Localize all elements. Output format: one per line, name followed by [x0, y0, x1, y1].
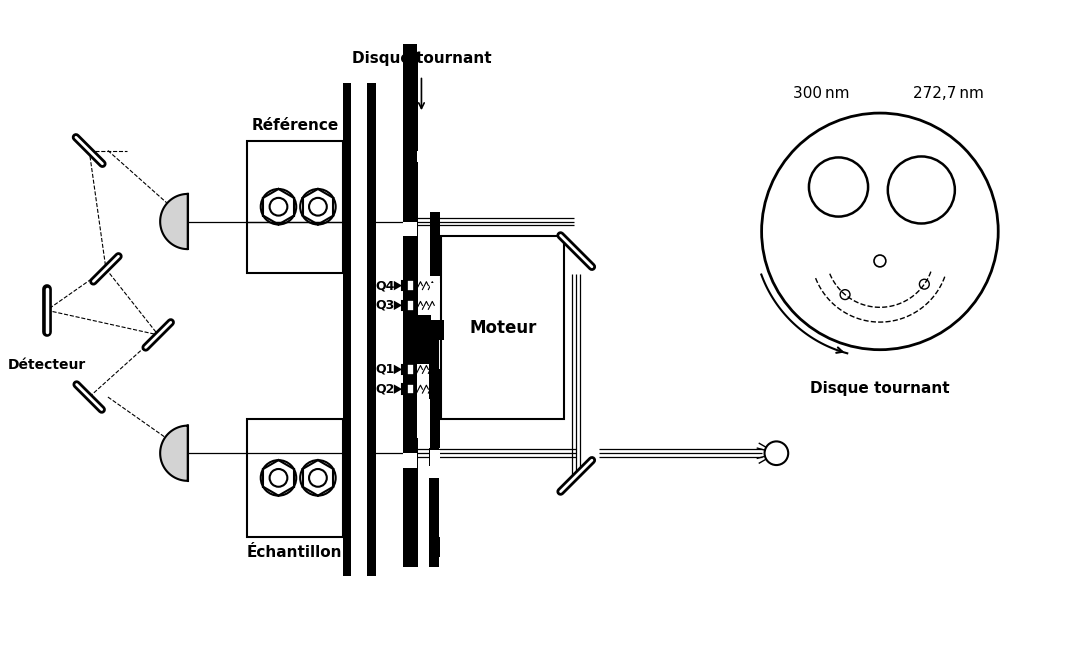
Circle shape [888, 156, 955, 223]
Bar [412, 315, 431, 365]
Polygon shape [393, 384, 402, 394]
Text: Détecteur: Détecteur [8, 357, 86, 372]
Bar [429, 320, 440, 399]
Bar [403, 221, 417, 237]
Text: 300 nm: 300 nm [792, 86, 849, 101]
Bar [430, 212, 441, 276]
Polygon shape [393, 281, 402, 290]
Bar [406, 300, 414, 311]
Text: Disque tournant: Disque tournant [352, 51, 491, 66]
Bar [406, 364, 414, 374]
Bar [405, 438, 417, 566]
Polygon shape [160, 426, 188, 481]
Bar [429, 294, 440, 306]
Bar [406, 384, 414, 394]
Polygon shape [393, 301, 402, 310]
Bar [403, 44, 417, 150]
Bar [406, 281, 414, 291]
Text: 272,7 nm: 272,7 nm [913, 86, 984, 101]
Bar [247, 141, 343, 273]
Bar [247, 419, 343, 537]
Bar [429, 466, 440, 478]
Text: Q4: Q4 [375, 279, 394, 292]
Text: Moteur: Moteur [470, 319, 536, 336]
Bar [430, 450, 441, 468]
Text: Q1: Q1 [375, 363, 394, 376]
Bar [430, 537, 441, 556]
Text: Disque tournant: Disque tournant [810, 381, 950, 396]
Text: Q3: Q3 [375, 299, 394, 312]
Bar [442, 237, 565, 419]
Bar [430, 283, 441, 300]
Bar [405, 162, 417, 359]
Text: Référence: Référence [251, 118, 339, 133]
Bar [427, 320, 444, 340]
Circle shape [761, 113, 998, 350]
Bar [429, 448, 440, 566]
Bar [343, 83, 352, 576]
Polygon shape [160, 194, 188, 249]
Bar [403, 453, 417, 468]
Bar [403, 143, 417, 566]
Bar [430, 369, 441, 448]
Bar [405, 52, 417, 150]
Text: Échantillon: Échantillon [247, 545, 342, 560]
Polygon shape [393, 365, 402, 374]
Bar [368, 83, 376, 576]
Circle shape [809, 158, 868, 217]
Text: Q2: Q2 [375, 382, 394, 396]
Circle shape [874, 255, 885, 267]
